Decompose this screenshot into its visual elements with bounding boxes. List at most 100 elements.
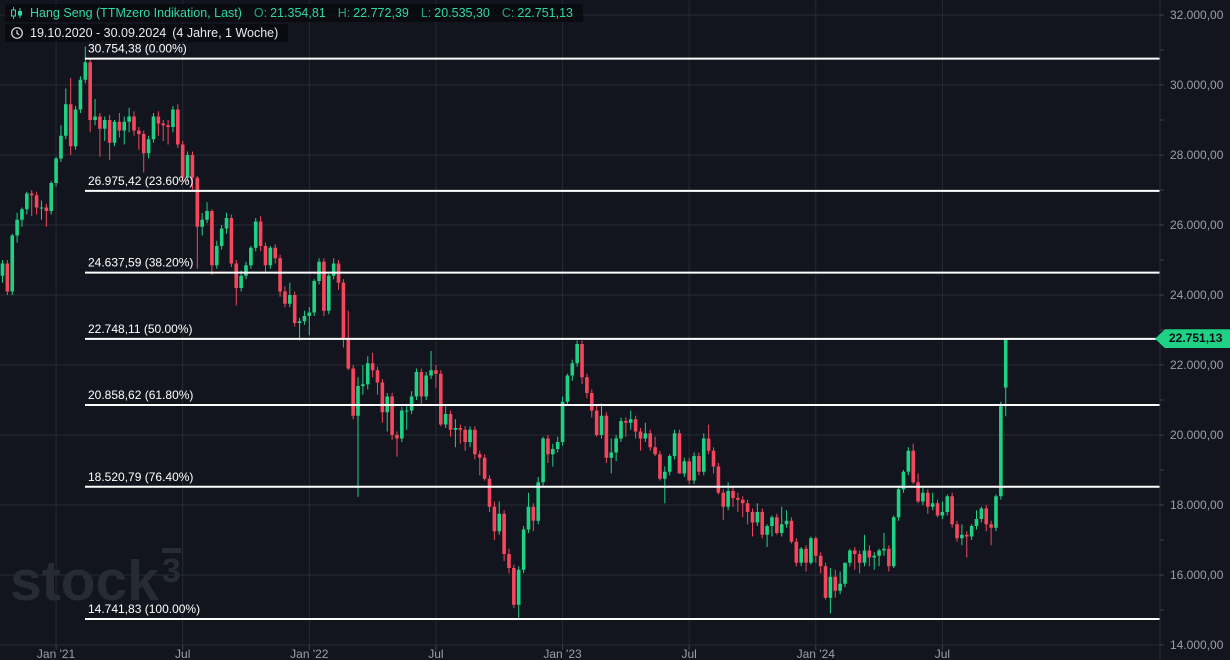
time-axis[interactable]: Jan '21 Jul Jan '22 Jul Jan '23 Jul Jan '24 Jul (37, 645, 950, 660)
candle (852, 547, 857, 570)
candle-body (731, 491, 735, 498)
open-value: O: 21.354,81 (253, 6, 326, 20)
candle-body (219, 228, 224, 246)
candle (974, 510, 979, 530)
candle-body (176, 109, 180, 145)
candle (370, 352, 375, 378)
candle-body (458, 428, 463, 430)
candle-body (424, 375, 428, 397)
candle (794, 538, 799, 567)
candle (541, 436, 545, 486)
candle-body (672, 433, 677, 456)
candle (585, 373, 589, 399)
candle (185, 151, 190, 182)
candle-body (166, 125, 170, 127)
chart-header: Hang Seng (TTMzero Indikation, Last) O: 2… (5, 4, 583, 44)
candle-body (273, 247, 278, 259)
candle-body (297, 321, 302, 323)
candle (258, 216, 263, 252)
candle-body (83, 62, 88, 80)
candle-body (964, 534, 969, 537)
candle (862, 534, 867, 567)
candle (940, 501, 945, 519)
candle-body (789, 520, 794, 542)
candle (667, 454, 672, 476)
candle (132, 111, 136, 136)
candle (711, 447, 716, 474)
candle-body (429, 370, 433, 376)
y-axis-label: 16.000,00 (1170, 568, 1224, 582)
candle-body (1003, 338, 1008, 388)
candle (44, 204, 49, 227)
candle-body (857, 554, 862, 563)
candle (141, 130, 146, 173)
price-axis[interactable]: 32.000,00 30.000,00 28.000,00 26.000,00 24.0… (1159, 0, 1224, 660)
candle (395, 431, 399, 457)
candle-body (409, 396, 414, 411)
y-axis-label: 26.000,00 (1170, 218, 1224, 232)
candle-body (906, 450, 911, 472)
candle (317, 258, 321, 285)
candle (351, 365, 355, 420)
candle (658, 450, 662, 481)
candle-body (823, 566, 828, 598)
candle (507, 548, 511, 574)
candle-body (930, 503, 935, 507)
y-axis-label: 28.000,00 (1170, 148, 1224, 162)
candle-body (312, 281, 316, 313)
candle-body (775, 517, 779, 533)
candle-body (29, 193, 34, 196)
candle (10, 233, 15, 295)
candle (604, 412, 609, 463)
candlestick-series (0, 46, 1008, 620)
candle-body (473, 429, 477, 455)
candle (891, 515, 896, 568)
candle-body (239, 275, 243, 288)
candle-body (331, 263, 336, 276)
candle (745, 499, 750, 525)
candle (760, 508, 765, 539)
candle (589, 389, 594, 418)
timeframe-label: (4 Jahre, 1 Woche) (172, 26, 279, 40)
candle-body (838, 583, 842, 591)
candlestick-chart-icon (11, 7, 22, 19)
candle-body (955, 524, 959, 539)
candle-body (901, 471, 906, 490)
candle-body (512, 568, 516, 605)
symbol-name[interactable]: Hang Seng (TTMzero Indikation, Last) (30, 6, 242, 20)
candle (663, 466, 667, 504)
candle-body (127, 116, 131, 122)
candle-body (463, 429, 467, 442)
candle (292, 291, 297, 327)
candle (385, 393, 390, 432)
candle-body (682, 461, 687, 474)
candle (716, 463, 721, 495)
candle (161, 120, 166, 141)
candle-body (891, 517, 896, 567)
candle-body (950, 496, 954, 525)
candle (955, 520, 959, 542)
candle-body (25, 193, 29, 210)
x-axis-label: Jan '24 (797, 647, 836, 660)
y-axis-label: 18.000,00 (1170, 498, 1224, 512)
candle-body (414, 372, 419, 397)
fib-retracement-tool[interactable]: 30.754,38 (0.00%) 26.975,42 (23.60%) 24.63… (85, 42, 1160, 621)
candle (740, 496, 745, 518)
candle-body (34, 195, 39, 208)
candle-body (112, 121, 117, 143)
candle-body (711, 450, 716, 467)
candle-body (911, 450, 915, 483)
candle (156, 111, 161, 136)
candle-body (701, 438, 706, 472)
date-range-row: 19.10.2020 - 30.09.2024 (4 Jahre, 1 Woch… (5, 24, 289, 42)
candle (779, 506, 784, 537)
candle (575, 340, 579, 367)
candle-body (258, 221, 263, 246)
candle-body (137, 130, 141, 134)
candle (73, 106, 78, 150)
candle (521, 526, 526, 574)
candle-body (599, 415, 604, 435)
candle (307, 307, 312, 336)
candle (151, 113, 156, 143)
